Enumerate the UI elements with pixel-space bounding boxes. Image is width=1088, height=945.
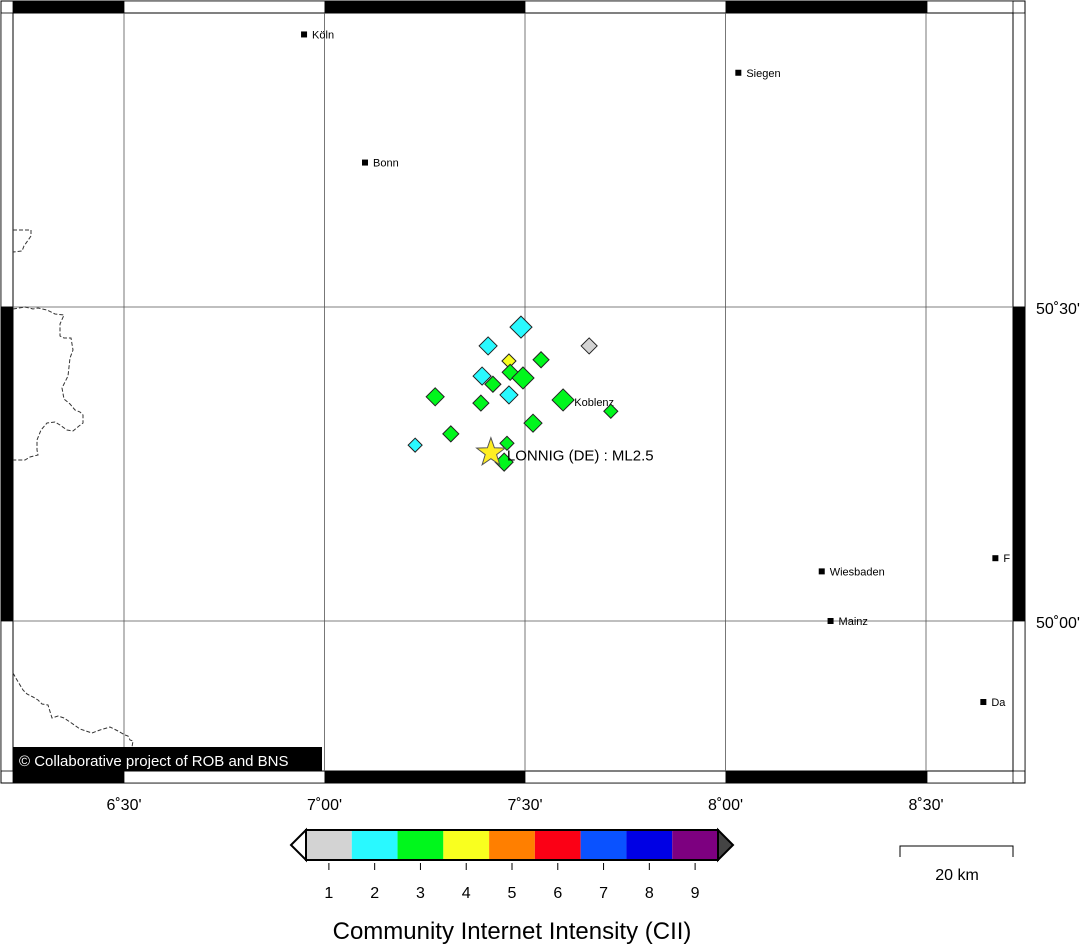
cii-report-diamond-icon xyxy=(425,387,445,407)
city-marker-icon xyxy=(827,618,834,624)
colorbar-swatch xyxy=(672,830,718,860)
cii-report-diamond-icon xyxy=(580,337,598,355)
frame-segment xyxy=(725,0,928,14)
colorbar-swatch xyxy=(580,830,627,860)
colorbar-swatch xyxy=(397,830,444,860)
city-label: F xyxy=(1003,553,1010,565)
frame-segment xyxy=(926,770,1014,784)
lon-tick-label: 7˚00' xyxy=(307,797,342,814)
colorbar-swatch xyxy=(306,830,352,860)
scale-bar: 20 km xyxy=(899,845,1014,884)
frame-segment xyxy=(1012,12,1026,308)
frame-segment xyxy=(123,770,326,784)
border-line xyxy=(12,306,84,461)
frame-segment xyxy=(0,306,14,622)
cii-report-diamond-icon xyxy=(484,375,502,393)
city-label: Köln xyxy=(312,29,334,41)
cii-report-diamond-icon xyxy=(478,336,498,356)
city-marker-icon xyxy=(301,31,308,38)
copyright-box: © Collaborative project of ROB and BNS xyxy=(13,747,322,771)
city-label: Da xyxy=(991,697,1006,709)
frame-segment xyxy=(324,770,526,784)
frame-segment xyxy=(324,0,526,14)
cii-colorbar: 1 2 3 4 5 6 7 8 9 xyxy=(289,827,735,902)
colorbar-label: 3 xyxy=(416,885,425,902)
axis-labels: 6˚30' 7˚00' 7˚30' 8˚00' 8˚30' 50˚30' 50˚00' xyxy=(106,301,1080,814)
cii-report-diamond-icon xyxy=(499,435,515,451)
frame-segment xyxy=(524,770,727,784)
border-line xyxy=(12,229,32,253)
cii-reports-layer xyxy=(407,315,619,472)
epicenter-star-icon xyxy=(475,436,507,467)
city-label: Mainz xyxy=(839,616,868,628)
frame-segment xyxy=(524,0,727,14)
cities-layer: Köln Siegen Bonn Koblenz Wiesbaden Mainz F Da xyxy=(301,29,1010,709)
city-marker-icon xyxy=(992,555,999,562)
cii-report-diamond-icon xyxy=(532,351,550,369)
epicenter-label: LONNIG (DE) : ML2.5 xyxy=(507,448,654,465)
frame-segment xyxy=(12,0,125,14)
city-marker-icon xyxy=(818,568,825,575)
lon-tick-label: 8˚00' xyxy=(708,797,743,814)
city-label: Wiesbaden xyxy=(830,566,885,578)
cii-report-diamond-icon xyxy=(442,425,460,443)
city-label: Bonn xyxy=(373,158,399,170)
cii-report-diamond-icon xyxy=(472,394,490,412)
colorbar-label: 7 xyxy=(599,885,608,902)
cii-report-diamond-icon xyxy=(551,388,575,412)
cii-report-diamond-icon xyxy=(603,403,619,419)
frame-segment xyxy=(0,12,14,308)
colorbar-swatch xyxy=(443,830,490,860)
city-marker-icon xyxy=(735,69,742,76)
frame-segment xyxy=(0,620,14,772)
cii-report-diamond-icon xyxy=(511,366,535,390)
copyright-text: © Collaborative project of ROB and BNS xyxy=(19,753,289,770)
city-marker-icon xyxy=(980,699,987,706)
colorbar-label: 2 xyxy=(370,885,379,902)
scale-bar-label: 20 km xyxy=(935,867,979,884)
frame-segment xyxy=(12,770,125,784)
colorbar-label: 4 xyxy=(462,885,471,902)
lon-tick-label: 6˚30' xyxy=(106,797,141,814)
lat-tick-label: 50˚30' xyxy=(1036,301,1080,318)
colorbar-above-triangle xyxy=(717,827,735,863)
lon-tick-label: 8˚30' xyxy=(908,797,943,814)
colorbar-swatch xyxy=(534,830,581,860)
graticule xyxy=(13,13,1013,771)
cii-report-diamond-icon xyxy=(523,413,543,433)
frame-segment xyxy=(1012,620,1026,772)
lon-tick-label: 7˚30' xyxy=(507,797,542,814)
city-marker-icon xyxy=(362,159,369,166)
city-label: Siegen xyxy=(746,68,780,80)
colorbar-swatch xyxy=(626,830,673,860)
colorbar-label: 6 xyxy=(553,885,562,902)
lat-tick-label: 50˚00' xyxy=(1036,615,1080,632)
city-label: Koblenz xyxy=(574,397,614,409)
frame-segment xyxy=(123,0,326,14)
cii-report-diamond-icon xyxy=(501,363,519,382)
colorbar-swatch xyxy=(489,830,535,860)
colorbar-outline xyxy=(305,829,719,861)
cii-report-diamond-icon xyxy=(407,437,423,453)
epicenter-layer: LONNIG (DE) : ML2.5 xyxy=(475,436,654,467)
colorbar-swatch xyxy=(351,830,398,860)
colorbar-label: 1 xyxy=(324,885,333,902)
colorbar-below-triangle xyxy=(289,827,307,863)
colorbar-label: 8 xyxy=(645,885,654,902)
cii-report-diamond-icon xyxy=(499,385,519,405)
colorbar-label: 9 xyxy=(691,885,700,902)
frame-segment xyxy=(725,770,928,784)
cii-report-diamond-icon xyxy=(509,315,533,339)
country-borders xyxy=(12,229,134,748)
frame-segment xyxy=(1012,306,1026,622)
legend-title: Community Internet Intensity (CII) xyxy=(333,918,692,945)
cii-report-diamond-icon xyxy=(472,366,492,386)
colorbar-label: 5 xyxy=(508,885,517,902)
border-line xyxy=(12,672,134,748)
frame-segment xyxy=(926,0,1014,14)
